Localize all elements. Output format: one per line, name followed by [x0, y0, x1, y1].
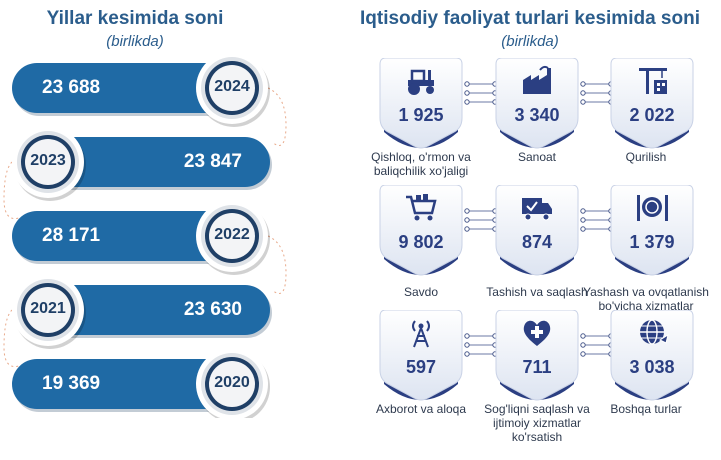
tile-shield [379, 58, 463, 149]
antenna-tower-icon [412, 320, 430, 348]
year-bar [30, 285, 270, 335]
activity-label: Qurilish [625, 150, 667, 164]
activity-value: 597 [405, 357, 437, 377]
activity-tile: 874 [494, 185, 580, 283]
activity-tile: 3 340 [494, 58, 580, 156]
tile-shield-face [495, 185, 579, 276]
tile-shield [495, 185, 579, 276]
activity-value: 2 022 [629, 105, 675, 125]
activity-value: 3 340 [514, 105, 560, 125]
activity-tile: 597 [378, 310, 464, 408]
year-bar [12, 359, 234, 409]
tile-shield-face [610, 310, 694, 401]
factory-icon [523, 65, 551, 94]
year-value-label: 23 688 [42, 77, 101, 98]
shopping-cart-icon [406, 194, 437, 221]
tile-shield-face [495, 58, 579, 149]
year-badge-inner [25, 139, 71, 185]
left-panel-subtitle: (birlikda) [106, 33, 164, 50]
activity-tile: 1 379 [609, 185, 695, 283]
activity-label: Qishloq, o'rmon va baliqchilik xo'jaligi [371, 150, 471, 178]
tile-shield-face [379, 310, 463, 401]
tile-shield [495, 310, 579, 401]
year-label: 2022 [214, 226, 250, 243]
health-heart-icon [523, 320, 551, 346]
activity-tile: 2 022 [609, 58, 695, 156]
activity-value: 9 802 [398, 232, 444, 252]
activity-value: 874 [521, 232, 553, 252]
tractor-icon [408, 69, 434, 95]
activity-label: Boshqa turlar [610, 402, 682, 416]
tile-shield [379, 310, 463, 401]
activity-label: Tashish va saqlash [486, 285, 588, 299]
year-label: 2024 [214, 78, 250, 95]
activity-value: 3 038 [629, 357, 675, 377]
year-badge-inner [209, 213, 255, 259]
tile-connector [464, 81, 498, 105]
tile-connector [464, 208, 498, 232]
activity-value: 1 379 [629, 232, 675, 252]
year-value-label: 28 171 [42, 225, 101, 246]
globe-icon [640, 319, 669, 345]
year-value-label: 23 630 [183, 299, 242, 320]
right-panel-subtitle: (birlikda) [501, 33, 559, 50]
years-bar-chart [3, 52, 287, 418]
tile-shield-face [379, 185, 463, 276]
activity-tile: 3 038 [609, 310, 695, 408]
activity-value: 1 925 [398, 105, 444, 125]
tile-shield [379, 185, 463, 276]
activity-label: Sanoat [517, 150, 557, 164]
activity-label: Yashash va ovqatlanish bo'yicha xizmatla… [583, 285, 709, 313]
delivery-truck-icon [522, 198, 552, 221]
year-badge-inner [209, 361, 255, 407]
year-connector [267, 235, 287, 294]
year-bar [12, 211, 234, 261]
year-value-label: 19 369 [42, 373, 101, 394]
tile-shield-face [610, 58, 694, 149]
year-badge-inner [25, 287, 71, 333]
year-label: 2020 [214, 374, 250, 391]
activity-tile: 9 802 [378, 185, 464, 283]
activity-value: 711 [522, 357, 552, 377]
plate-cutlery-icon [637, 195, 668, 221]
tile-shield [610, 58, 694, 149]
activity-label: Sog'liqni saqlash va ijtimoiy xizmatlar … [484, 402, 590, 444]
crane-icon [639, 68, 667, 94]
activity-tile: 711 [494, 310, 580, 408]
right-panel-title: Iqtisodiy faoliyat turlari kesimida soni [360, 8, 700, 29]
activity-label: Savdo [403, 285, 439, 299]
tile-shield [495, 58, 579, 149]
year-bar [30, 137, 270, 187]
year-label: 2021 [30, 300, 66, 317]
tile-shield-face [610, 185, 694, 276]
year-badge-inner [209, 65, 255, 111]
activity-tile: 1 925 [378, 58, 464, 156]
tile-connector [464, 333, 498, 357]
tile-shield-face [495, 310, 579, 401]
year-value-label: 23 847 [183, 151, 242, 172]
year-label: 2023 [30, 152, 66, 169]
tile-shield-face [379, 58, 463, 149]
tile-shield [610, 310, 694, 401]
year-bar [12, 63, 234, 113]
left-panel-title: Yillar kesimida soni [46, 8, 224, 29]
tile-shield [610, 185, 694, 276]
year-connector [267, 87, 287, 146]
activity-label: Axborot va aloqa [375, 402, 467, 416]
